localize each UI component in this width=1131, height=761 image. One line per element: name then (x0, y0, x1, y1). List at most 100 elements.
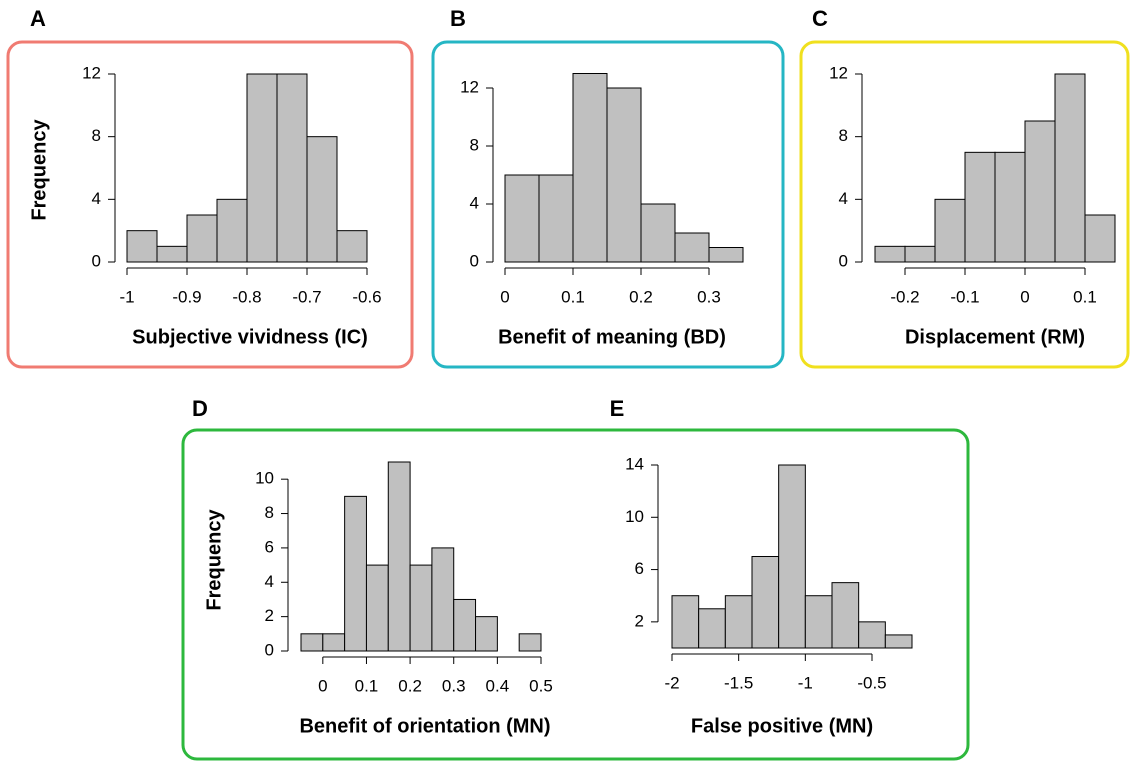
bar (156, 245, 188, 263)
bar (1024, 120, 1056, 263)
y-tick-label: 6 (265, 537, 274, 556)
bar (724, 595, 753, 649)
x-axis-label: Subjective vividness (IC) (132, 326, 368, 348)
bar (904, 245, 936, 263)
y-tick-label: 2 (265, 606, 274, 625)
bar (276, 73, 308, 263)
bar (1054, 73, 1086, 263)
y-tick-label: 12 (829, 63, 848, 82)
bar (475, 616, 498, 652)
y-tick-label: 0 (92, 251, 101, 270)
x-tick-label: 0.3 (697, 287, 721, 306)
panel-letter: E (610, 396, 625, 421)
bar (858, 621, 886, 649)
y-axis-label: Frequency (28, 119, 50, 221)
y-tick-label: 4 (92, 189, 101, 208)
bar (874, 245, 906, 263)
bar (453, 598, 477, 652)
bar (306, 136, 338, 263)
y-tick-label: 4 (265, 572, 274, 591)
x-tick-label: -0.6 (352, 287, 381, 306)
bar (778, 464, 806, 649)
bar (365, 564, 389, 652)
x-tick-label: 0 (318, 676, 327, 695)
bar (698, 608, 726, 649)
panel-letter: B (450, 6, 466, 31)
bar (409, 564, 433, 652)
panel-letter: C (812, 6, 828, 31)
bar (216, 198, 248, 263)
x-tick-label: -2 (664, 673, 679, 692)
y-axis-label: Frequency (203, 509, 225, 611)
bar (538, 174, 574, 263)
panel-frame (6, 40, 414, 369)
x-axis-label: Benefit of meaning (BD) (498, 326, 726, 348)
bar (640, 203, 676, 263)
bar (671, 595, 700, 649)
bar (300, 633, 324, 652)
panel-letter: A (30, 6, 46, 31)
y-tick-label: 0 (470, 251, 479, 270)
x-tick-label: 0.2 (629, 287, 653, 306)
x-tick-label: 0 (500, 287, 509, 306)
x-tick-label: 0.1 (561, 287, 585, 306)
bar (884, 634, 913, 649)
bar (504, 174, 540, 263)
bar (606, 87, 642, 263)
bar (336, 230, 368, 263)
bar (674, 232, 710, 263)
y-tick-label: 0 (265, 640, 274, 659)
bar (831, 582, 860, 649)
x-tick-label: 0.2 (398, 676, 422, 695)
bar (804, 595, 833, 649)
x-tick-label: -0.7 (292, 287, 321, 306)
panel-frame (181, 428, 970, 761)
y-tick-label: 8 (470, 135, 479, 154)
bar (934, 198, 966, 263)
bar (994, 151, 1026, 263)
x-axis-label: False positive (MN) (691, 715, 873, 737)
bar (431, 547, 455, 652)
x-tick-label: -0.2 (890, 287, 919, 306)
x-tick-label: 0.1 (1073, 287, 1097, 306)
x-tick-label: -1.5 (724, 673, 753, 692)
y-tick-label: 2 (635, 611, 644, 630)
panel-letter: D (192, 396, 208, 421)
y-tick-label: 4 (839, 189, 848, 208)
x-tick-label: -0.9 (172, 287, 201, 306)
y-tick-label: 10 (255, 469, 274, 488)
bar (322, 633, 346, 652)
bar (708, 247, 744, 263)
bar (186, 214, 218, 263)
x-tick-label: 0.4 (486, 676, 510, 695)
bar (246, 73, 278, 263)
x-tick-label: 0.3 (442, 676, 466, 695)
bar (751, 556, 780, 649)
y-tick-label: 12 (460, 77, 479, 96)
x-tick-label: -0.5 (857, 673, 886, 692)
y-tick-label: 8 (839, 126, 848, 145)
bar (518, 633, 542, 652)
bar (1084, 214, 1116, 263)
x-tick-label: -0.1 (950, 287, 979, 306)
x-tick-label: -1 (119, 287, 134, 306)
y-tick-label: 12 (82, 63, 101, 82)
x-tick-label: -1 (798, 673, 813, 692)
x-tick-label: 0 (1020, 287, 1029, 306)
bar (964, 151, 996, 263)
x-axis-label: Displacement (RM) (905, 326, 1085, 348)
x-tick-label: 0.5 (529, 676, 553, 695)
bar (126, 230, 158, 263)
y-tick-label: 6 (635, 559, 644, 578)
bar (387, 461, 411, 652)
y-tick-label: 14 (625, 454, 644, 473)
y-tick-label: 4 (470, 193, 479, 212)
x-tick-label: -0.8 (232, 287, 261, 306)
bar (572, 73, 608, 263)
x-axis-label: Benefit of orientation (MN) (299, 715, 550, 737)
panel-frame (431, 40, 785, 369)
bar (344, 495, 367, 652)
y-tick-label: 8 (265, 503, 274, 522)
y-tick-label: 0 (839, 251, 848, 270)
